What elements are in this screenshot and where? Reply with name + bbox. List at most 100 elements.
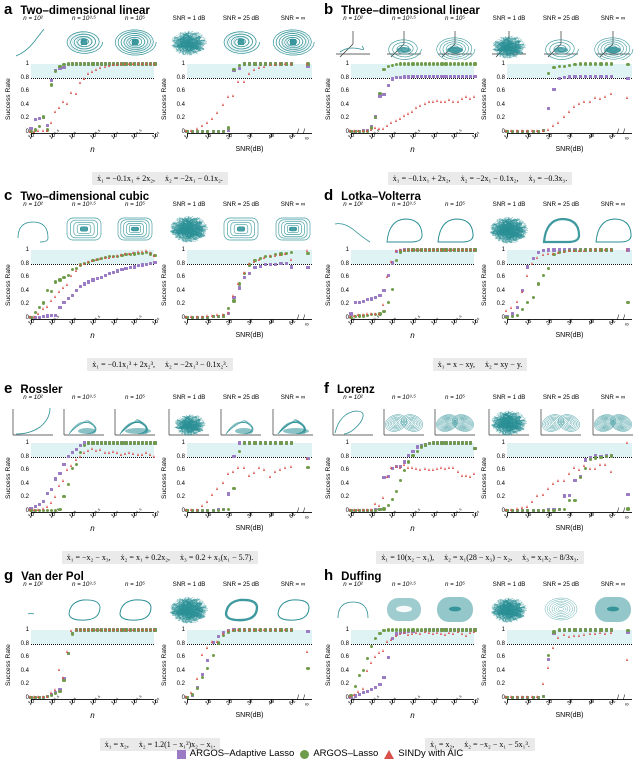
threshold-line [351, 263, 474, 265]
x-tick-label: 10⁴·⁵ [450, 507, 465, 520]
x-tick-mark [454, 700, 456, 703]
data-point [589, 62, 593, 66]
phase-portrait-icon [334, 223, 371, 243]
data-point [562, 76, 567, 80]
data-point [53, 295, 56, 299]
data-point [58, 290, 61, 294]
data-point [62, 100, 65, 104]
data-point [242, 465, 245, 469]
data-point [248, 271, 252, 275]
data-point [349, 129, 352, 133]
data-point [378, 94, 382, 98]
x-tick-label: 10³·⁵ [89, 507, 103, 520]
data-point [515, 313, 520, 317]
data-point [468, 475, 471, 479]
x-tick-mark [611, 700, 613, 703]
data-point [306, 249, 309, 253]
x-tick-mark [51, 700, 53, 703]
data-point [407, 75, 411, 79]
data-point [132, 441, 136, 445]
equation: ẋ₁ = −0.1x₁ + 2x₂, [392, 173, 451, 183]
data-point [394, 464, 397, 468]
data-point [382, 289, 386, 293]
axis-break-mark: / [623, 508, 625, 515]
inset-label: SNR = 1 dB [492, 394, 526, 401]
inset-cell: n = 10⁵ [432, 581, 478, 628]
equation: ẋ₁ = x − xy, [437, 359, 475, 369]
data-point [306, 266, 310, 270]
data-point [45, 491, 50, 495]
data-point [573, 249, 576, 253]
data-point [306, 465, 310, 470]
data-point [609, 62, 614, 66]
data-point [128, 62, 131, 66]
data-point [427, 248, 430, 252]
data-point [83, 62, 87, 66]
plot-axes-area: 10² 10²·⁵ 10³ 10³·⁵ 10⁴ 10⁴·⁵ 10⁵ [27, 628, 162, 707]
inset-cell: SNR = 1 dB [486, 15, 532, 62]
data-point [588, 248, 591, 252]
data-point [547, 106, 551, 110]
x-tick-label: 10⁴ [110, 131, 121, 141]
x-tick-label: 10⁴ [430, 131, 441, 141]
data-point [573, 628, 577, 632]
data-point [583, 100, 586, 104]
data-point [221, 102, 224, 106]
data-point [626, 300, 630, 304]
inset-group-snr: SNR = 1 dB SNR = 25 dB SNR = ∞ [166, 394, 316, 441]
inset-label: n = 10⁵ [445, 394, 465, 401]
y-axis-ticks: 0 0.2 0.4 0.6 0.8 1 [14, 627, 29, 701]
inset-cell: n = 10² [10, 15, 56, 62]
plot-axes-area: 1 13 25 37 49 61// ∞ [503, 628, 632, 708]
data-point [82, 450, 85, 454]
data-point [423, 62, 427, 66]
y-axis-ticks: 0 0.2 0.4 0.6 0.8 1 [14, 247, 29, 321]
y-tick-label: 0.6 [496, 274, 505, 281]
x-tick-mark [507, 134, 508, 137]
data-point [95, 628, 98, 632]
axis-break-mark: / [303, 315, 305, 322]
phase-portrait-icon [437, 597, 473, 622]
data-point [268, 63, 271, 67]
data-point [153, 628, 156, 632]
data-point [546, 666, 549, 670]
data-point [557, 478, 560, 482]
y-tick-label: 0.8 [340, 453, 349, 460]
data-point [431, 631, 434, 635]
data-point [115, 62, 118, 66]
data-point [399, 478, 403, 482]
data-point [403, 460, 407, 464]
phase-portrait-strip: n = 10² n = 10³·⁵ n = 10⁵ SNR = 1 dB SNR = 2… [326, 15, 636, 62]
y-tick-label: 0.2 [20, 115, 29, 122]
data-point [357, 673, 361, 678]
y-tick-label: 0.6 [20, 654, 29, 661]
data-point [107, 64, 110, 68]
data-point [190, 508, 193, 512]
inset-label: SNR = 25 dB [222, 581, 260, 588]
data-point [589, 455, 593, 459]
x-tick-mark [291, 134, 293, 137]
data-point [306, 251, 310, 255]
data-point [440, 74, 444, 78]
y-tick-label: 1 [181, 440, 185, 446]
x-tick-mark [527, 700, 529, 703]
data-point [107, 272, 112, 276]
data-point [66, 274, 70, 278]
data-point [66, 62, 70, 66]
panel-letter: d [324, 187, 334, 204]
data-point [448, 465, 451, 469]
axis-break-mark: / [623, 129, 625, 136]
data-point [593, 632, 596, 636]
phase-portrait-icon [272, 29, 315, 56]
data-point [54, 691, 58, 695]
data-point [557, 250, 560, 254]
inset-label: n = 10³·⁵ [71, 201, 97, 208]
equation-row: ẋ₁ = −0.1x₁³ + 2x₂³, ẋ₂ = −2x₁³ − 0.1x₂³. [87, 358, 233, 371]
data-point [128, 266, 132, 270]
data-point [226, 95, 229, 99]
inset-label: SNR = 25 dB [542, 581, 580, 588]
data-point [419, 445, 423, 449]
phase-portrait-icon [387, 598, 421, 621]
data-point [536, 128, 539, 132]
data-point [190, 128, 193, 132]
